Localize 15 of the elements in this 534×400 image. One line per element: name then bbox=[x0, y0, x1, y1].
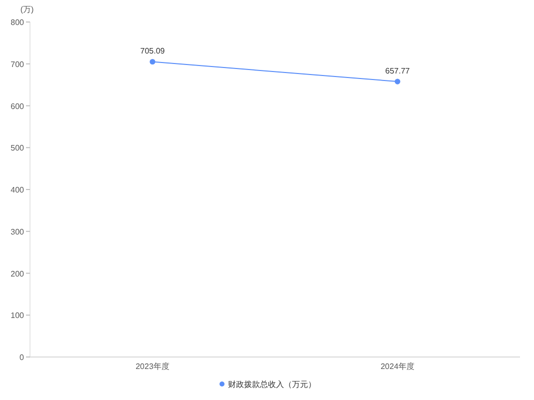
data-label: 705.09 bbox=[140, 46, 166, 56]
x-tick-label: 2024年度 bbox=[380, 362, 414, 371]
y-tick-label: 600 bbox=[10, 102, 25, 111]
y-tick-label: 200 bbox=[10, 269, 25, 278]
y-axis-title: (万) bbox=[20, 5, 34, 14]
y-tick-label: 500 bbox=[10, 144, 25, 153]
y-tick-label: 0 bbox=[20, 353, 25, 362]
y-tick-label: 800 bbox=[10, 18, 25, 27]
y-tick-label: 400 bbox=[10, 186, 25, 194]
x-tick-label: 2023年度 bbox=[136, 362, 170, 371]
data-label: 657.77 bbox=[385, 66, 410, 76]
y-tick-label: 700 bbox=[10, 60, 25, 69]
y-tick-label: 300 bbox=[10, 227, 25, 236]
legend-label: 财政拨款总收入（万元） bbox=[228, 380, 316, 389]
y-tick-label: 100 bbox=[10, 311, 25, 320]
